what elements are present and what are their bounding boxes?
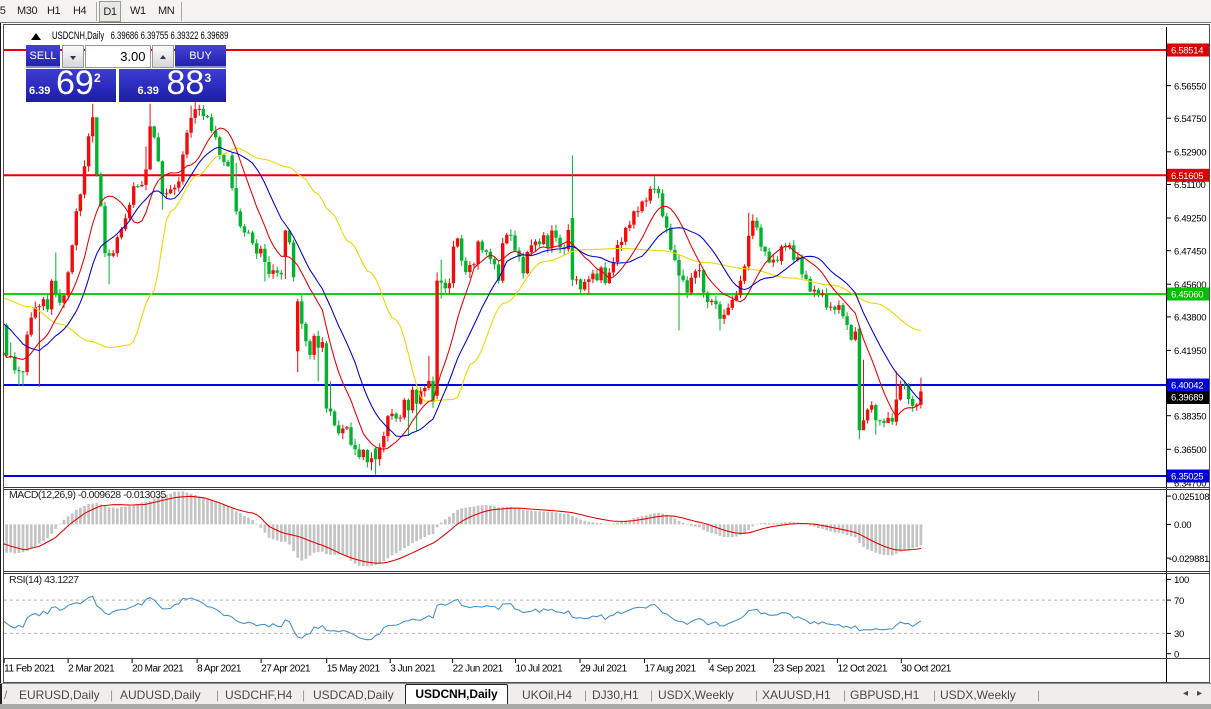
svg-text:15 May 2021: 15 May 2021 [327, 664, 381, 675]
svg-text:6.34700: 6.34700 [1174, 479, 1206, 490]
svg-text:0: 0 [1174, 649, 1179, 660]
svg-text:-0.029881: -0.029881 [1169, 554, 1209, 565]
svg-text:11 Feb 2021: 11 Feb 2021 [4, 664, 55, 675]
svg-text:6.38350: 6.38350 [1174, 411, 1206, 422]
svg-text:6.35025: 6.35025 [1171, 472, 1203, 483]
svg-text:27 Apr 2021: 27 Apr 2021 [261, 664, 311, 675]
svg-text:6.41950: 6.41950 [1174, 346, 1206, 357]
svg-text:4 Sep 2021: 4 Sep 2021 [709, 664, 757, 675]
svg-text:6.52900: 6.52900 [1174, 148, 1206, 159]
svg-text:6.40042: 6.40042 [1171, 381, 1203, 392]
svg-text:6.56550: 6.56550 [1174, 81, 1206, 92]
svg-text:RSI(14) 43.1227: RSI(14) 43.1227 [9, 574, 79, 586]
svg-text:6.54750: 6.54750 [1174, 114, 1206, 125]
svg-text:6.36500: 6.36500 [1174, 445, 1206, 456]
svg-text:8 Apr 2021: 8 Apr 2021 [197, 664, 242, 675]
svg-text:30: 30 [1174, 629, 1184, 640]
svg-text:6.51605: 6.51605 [1171, 171, 1203, 182]
svg-text:6.45600: 6.45600 [1174, 280, 1206, 291]
svg-text:MACD(12,26,9) -0.009628 -0.013: MACD(12,26,9) -0.009628 -0.013035 [9, 489, 167, 501]
svg-text:12 Oct 2021: 12 Oct 2021 [838, 664, 888, 675]
svg-text:0.025108: 0.025108 [1172, 492, 1209, 503]
svg-text:6.49250: 6.49250 [1174, 214, 1206, 225]
svg-text:70: 70 [1174, 596, 1184, 607]
svg-text:2 Mar 2021: 2 Mar 2021 [68, 664, 115, 675]
svg-text:23 Sep 2021: 23 Sep 2021 [774, 664, 827, 675]
svg-text:20 Mar 2021: 20 Mar 2021 [132, 664, 184, 675]
svg-text:0.00: 0.00 [1174, 520, 1191, 531]
svg-text:6.51100: 6.51100 [1174, 180, 1206, 191]
svg-text:6.47450: 6.47450 [1174, 246, 1206, 257]
svg-text:17 Aug 2021: 17 Aug 2021 [645, 664, 697, 675]
svg-text:30 Oct 2021: 30 Oct 2021 [901, 664, 951, 675]
svg-text:10 Jul 2021: 10 Jul 2021 [516, 664, 564, 675]
svg-text:6.45060: 6.45060 [1171, 290, 1203, 301]
svg-text:100: 100 [1174, 575, 1189, 586]
svg-text:6.39689: 6.39689 [1171, 393, 1203, 404]
svg-text:29 Jul 2021: 29 Jul 2021 [580, 664, 628, 675]
svg-text:6.43800: 6.43800 [1174, 313, 1206, 324]
svg-text:6.58514: 6.58514 [1171, 46, 1203, 57]
svg-text:3 Jun 2021: 3 Jun 2021 [390, 664, 436, 675]
svg-text:22 Jun 2021: 22 Jun 2021 [453, 664, 504, 675]
